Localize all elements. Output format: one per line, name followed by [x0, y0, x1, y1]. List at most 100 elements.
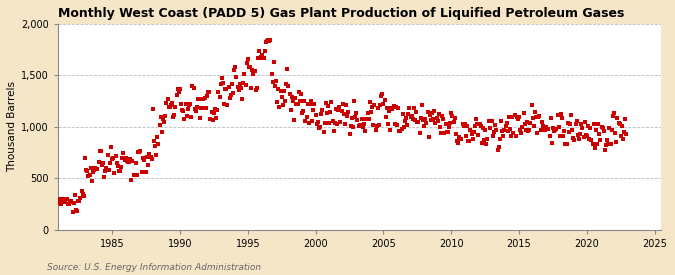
Point [458, 124, 469, 129]
Point [440, 122, 451, 127]
Point [304, 101, 315, 106]
Point [58, 200, 69, 205]
Point [577, 126, 588, 130]
Point [336, 109, 347, 114]
Point [385, 128, 396, 133]
Point [168, 115, 179, 119]
Point [196, 106, 207, 111]
Y-axis label: Thousand Barrels: Thousand Barrels [7, 81, 17, 172]
Point [68, 201, 79, 206]
Point [230, 65, 241, 70]
Point [605, 142, 616, 146]
Text: Monthly West Coast (PADD 5) Gas Plant Production of Liquified Petroleum Gases: Monthly West Coast (PADD 5) Gas Plant Pr… [58, 7, 624, 20]
Point [392, 123, 402, 127]
Point [349, 99, 360, 103]
Point [97, 162, 107, 167]
Point [604, 125, 615, 130]
Point [157, 130, 167, 134]
Point [182, 113, 192, 118]
Point [185, 102, 196, 107]
Point [579, 119, 590, 124]
Point [317, 108, 328, 113]
Point [123, 160, 134, 164]
Point [143, 163, 154, 167]
Point [152, 135, 163, 140]
Point [304, 121, 315, 125]
Point [140, 170, 151, 174]
Point [379, 98, 390, 102]
Point [502, 129, 513, 133]
Point [248, 72, 259, 77]
Point [359, 122, 370, 126]
Point [499, 128, 510, 132]
Point [596, 125, 607, 130]
Point [450, 132, 461, 136]
Point [353, 124, 364, 128]
Point [209, 110, 219, 115]
Point [370, 128, 381, 133]
Point [251, 86, 262, 90]
Point [527, 116, 538, 120]
Point [389, 122, 400, 127]
Point [102, 153, 113, 157]
Point [288, 98, 298, 103]
Point [137, 156, 148, 160]
Point [368, 123, 379, 127]
Point [518, 111, 529, 115]
Point [327, 119, 338, 123]
Point [558, 134, 568, 138]
Point [232, 84, 243, 89]
Point [197, 97, 208, 101]
Point [202, 89, 213, 94]
Point [302, 102, 313, 106]
Point [192, 105, 202, 109]
Point [344, 131, 355, 136]
Point [442, 130, 453, 134]
Point [298, 109, 308, 114]
Point [460, 134, 471, 139]
Point [323, 104, 333, 109]
Point [61, 196, 72, 201]
Point [221, 86, 232, 91]
Point [100, 169, 111, 174]
Point [556, 111, 566, 116]
Point [108, 156, 119, 160]
Point [445, 121, 456, 125]
Point [618, 136, 628, 141]
Point [215, 81, 226, 86]
Point [474, 121, 485, 126]
Point [390, 105, 401, 109]
Point [249, 68, 260, 73]
Point [580, 133, 591, 137]
Point [393, 106, 404, 111]
Point [537, 124, 548, 128]
Point [490, 122, 501, 127]
Point [491, 128, 502, 133]
Point [506, 134, 516, 138]
Point [331, 106, 342, 111]
Point [263, 38, 273, 42]
Point [554, 124, 564, 129]
Point [462, 124, 472, 128]
Point [507, 115, 518, 120]
Point [237, 97, 248, 101]
Point [473, 133, 484, 138]
Point [515, 128, 526, 132]
Point [314, 126, 325, 131]
Point [616, 134, 626, 138]
Point [269, 60, 279, 65]
Point [220, 87, 231, 92]
Point [107, 157, 117, 162]
Point [452, 139, 462, 143]
Point [484, 126, 495, 130]
Point [217, 81, 228, 85]
Point [439, 131, 450, 135]
Point [591, 128, 601, 132]
Point [318, 130, 329, 134]
Point [289, 117, 300, 122]
Point [199, 95, 210, 100]
Point [402, 123, 412, 127]
Point [429, 109, 439, 113]
Point [613, 120, 624, 125]
Point [88, 169, 99, 174]
